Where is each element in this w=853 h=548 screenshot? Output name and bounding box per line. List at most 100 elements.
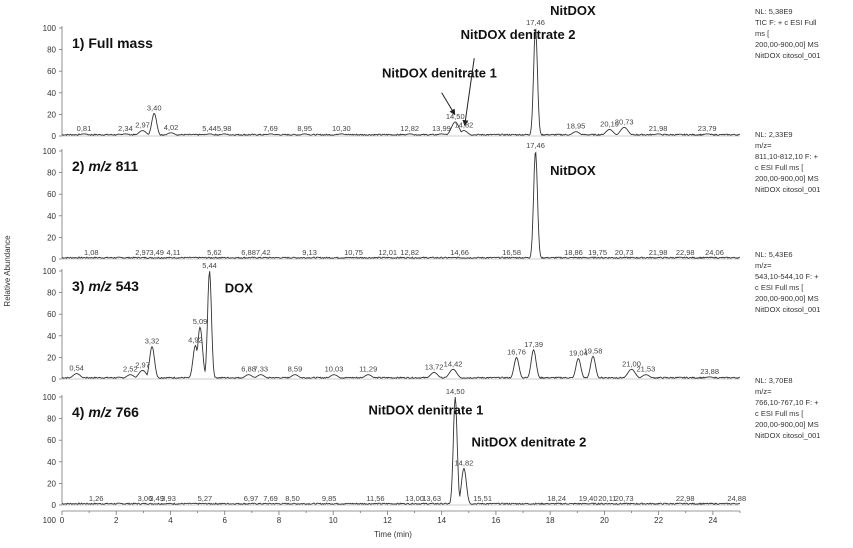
y-tick-label: 80 (47, 46, 56, 55)
peak-label: 20,73 (615, 248, 634, 257)
peak-label: 3,49 (149, 248, 164, 257)
peak-label: 5,09 (193, 317, 208, 326)
scan-info-line: 200,00-900,00] MS (755, 174, 819, 183)
peak-label: 14,82 (455, 458, 474, 467)
peak-label: 21,00 (622, 359, 641, 368)
scan-info-line: NitDOX citosol_001 (755, 51, 820, 60)
y-tick-label: 80 (47, 289, 56, 298)
peak-label: 7,69 (263, 124, 278, 133)
peak-label: 3,49 (149, 494, 164, 503)
peak-label: 14,50 (446, 387, 465, 396)
peak-label: 13,00 (405, 494, 424, 503)
compound-annotation: NitDOX denitrate 1 (382, 66, 497, 81)
scan-info-line: ms [ (755, 29, 770, 38)
compound-annotation: NitDOX denitrate 2 (461, 27, 576, 42)
y-tick-label: 0 (52, 132, 57, 141)
scan-info-line: 200,00-900,00] MS (755, 40, 819, 49)
peak-label: 5,44 (202, 261, 217, 270)
scan-info-line: c ESI Full ms [ (755, 409, 804, 418)
peak-label: 8,95 (297, 124, 312, 133)
peak-label: 20,11 (598, 494, 616, 503)
peak-label: 8,59 (288, 365, 303, 374)
scan-info-line: c ESI Full ms [ (755, 283, 804, 292)
scan-info-line: 200,00-900,00] MS (755, 420, 819, 429)
y-tick-label: 60 (47, 190, 56, 199)
trace-line (61, 271, 741, 380)
peak-label: 9,85 (322, 494, 337, 503)
x-origin-label: 100 (43, 516, 57, 525)
x-tick-label: 12 (383, 516, 392, 525)
peak-label: 12,82 (400, 124, 419, 133)
y-tick-label: 60 (47, 67, 56, 76)
peak-label: 5,27 (198, 494, 213, 503)
peak-label: 12,01 (378, 248, 397, 257)
y-axis-label: Relative Abundance (3, 235, 12, 307)
compound-annotation: NitDOX (550, 3, 596, 18)
x-tick-label: 22 (654, 516, 663, 525)
peak-label: 0,54 (69, 364, 84, 373)
y-tick-label: 40 (47, 212, 56, 221)
y-tick-label: 40 (47, 89, 56, 98)
y-tick-label: 20 (47, 479, 56, 488)
y-tick-label: 20 (47, 233, 56, 242)
trace-line (61, 151, 741, 260)
peak-label: 2,34 (118, 124, 133, 133)
y-tick-label: 80 (47, 415, 56, 424)
y-tick-label: 40 (47, 332, 56, 341)
scan-info-line: m/z= (755, 141, 772, 150)
compound-annotation: NitDOX denitrate 2 (472, 435, 587, 450)
x-tick-label: 16 (491, 516, 500, 525)
x-tick-label: 0 (60, 516, 65, 525)
scan-info-line: NL: 2,33E9 (755, 130, 793, 139)
peak-label: 5,62 (207, 248, 222, 257)
peak-label: 17,46 (526, 18, 545, 27)
y-tick-label: 0 (52, 501, 57, 510)
scan-info-line: 543,10-544,10 F: + (755, 272, 819, 281)
peak-label: 13,99 (432, 124, 451, 133)
scan-info-line: m/z= (755, 387, 772, 396)
peak-label: 21,98 (649, 248, 668, 257)
x-tick-label: 10 (329, 516, 338, 525)
peak-label: 1,08 (84, 248, 99, 257)
peak-label: 20,73 (615, 494, 634, 503)
peak-label: 20,73 (615, 117, 634, 126)
compound-annotation: DOX (225, 281, 254, 296)
peak-label: 3,40 (147, 103, 162, 112)
x-tick-label: 8 (277, 516, 282, 525)
scan-info-line: NL: 5,38E9 (755, 7, 793, 16)
peak-label: 16,58 (502, 248, 521, 257)
scan-info-line: m/z= (755, 261, 772, 270)
peak-label: 4,11 (166, 248, 180, 257)
peak-label: 4,02 (164, 123, 179, 132)
scan-info-line: c ESI Full ms [ (755, 163, 804, 172)
peak-label: 23,88 (700, 367, 719, 376)
peak-label: 24,88 (727, 494, 746, 503)
peak-label: 7,42 (256, 248, 271, 257)
scan-info-line: NitDOX citosol_001 (755, 185, 820, 194)
trace-line (61, 396, 741, 506)
scan-info-line: 811,10-812,10 F: + (755, 152, 819, 161)
y-tick-label: 0 (52, 375, 57, 384)
y-tick-label: 80 (47, 169, 56, 178)
peak-label: 18,24 (547, 494, 566, 503)
peak-label: 10,30 (332, 124, 351, 133)
peak-label: 21,98 (649, 124, 668, 133)
peak-label: 19,75 (588, 248, 607, 257)
y-tick-label: 20 (47, 110, 56, 119)
peak-label: 18,86 (564, 248, 583, 257)
x-tick-label: 2 (114, 516, 119, 525)
arrow-denitrate-2 (462, 58, 475, 127)
peak-label: 13,72 (425, 363, 444, 372)
x-axis-label: Time (min) (374, 530, 412, 539)
panel-2: 0 20 40 60 80 100 1,08 2,97 3,49 4,11 5,62 6,88 7,42… (43, 130, 821, 264)
peak-label: 20,19 (600, 120, 619, 129)
peak-label: 19,40 (579, 494, 598, 503)
panel-title: 1) Full mass (72, 35, 153, 51)
arrow-denitrate-1 (441, 92, 456, 116)
scan-info-line: NitDOX citosol_001 (755, 305, 820, 314)
x-tick-label: 20 (600, 516, 609, 525)
peak-label: 9,13 (302, 248, 317, 257)
peak-label: 21,53 (637, 365, 656, 374)
y-tick-label: 40 (47, 458, 56, 467)
